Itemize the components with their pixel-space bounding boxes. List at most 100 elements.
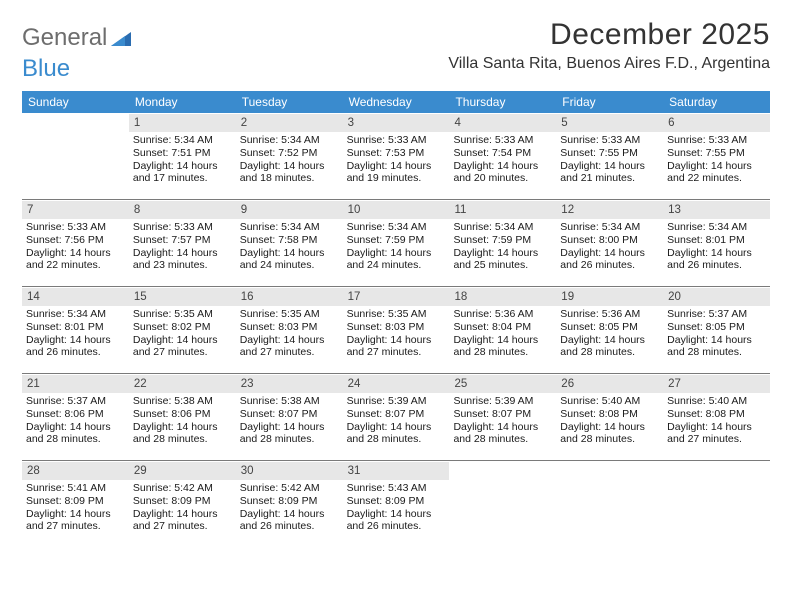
sunset-text: Sunset: 8:09 PM: [26, 495, 125, 508]
dl2-text: and 18 minutes.: [240, 172, 339, 185]
day-cell: 3Sunrise: 5:33 AMSunset: 7:53 PMDaylight…: [343, 113, 450, 199]
dl2-text: and 28 minutes.: [560, 433, 659, 446]
day-cell: 28Sunrise: 5:41 AMSunset: 8:09 PMDayligh…: [22, 461, 129, 547]
dl1-text: Daylight: 14 hours: [26, 334, 125, 347]
dl2-text: and 28 minutes.: [453, 346, 552, 359]
sunset-text: Sunset: 8:05 PM: [560, 321, 659, 334]
dow-wednesday: Wednesday: [343, 91, 450, 113]
sunrise-text: Sunrise: 5:34 AM: [560, 221, 659, 234]
dl2-text: and 26 minutes.: [560, 259, 659, 272]
dl2-text: and 28 minutes.: [240, 433, 339, 446]
sunrise-text: Sunrise: 5:33 AM: [347, 134, 446, 147]
day-number: 14: [22, 288, 129, 306]
sunrise-text: Sunrise: 5:33 AM: [133, 221, 232, 234]
sunrise-text: Sunrise: 5:42 AM: [240, 482, 339, 495]
sunrise-text: Sunrise: 5:33 AM: [453, 134, 552, 147]
sunset-text: Sunset: 7:56 PM: [26, 234, 125, 247]
dl2-text: and 24 minutes.: [347, 259, 446, 272]
dl2-text: and 26 minutes.: [240, 520, 339, 533]
day-number: 1: [129, 114, 236, 132]
sunset-text: Sunset: 8:07 PM: [240, 408, 339, 421]
day-number: 10: [343, 201, 450, 219]
sunset-text: Sunset: 8:08 PM: [560, 408, 659, 421]
dl2-text: and 28 minutes.: [26, 433, 125, 446]
dl2-text: and 20 minutes.: [453, 172, 552, 185]
sunset-text: Sunset: 7:55 PM: [560, 147, 659, 160]
dl1-text: Daylight: 14 hours: [133, 334, 232, 347]
sunrise-text: Sunrise: 5:40 AM: [667, 395, 766, 408]
sunset-text: Sunset: 7:51 PM: [133, 147, 232, 160]
location: Villa Santa Rita, Buenos Aires F.D., Arg…: [448, 55, 770, 73]
weeks-container: .1Sunrise: 5:34 AMSunset: 7:51 PMDayligh…: [22, 113, 770, 547]
sunset-text: Sunset: 8:01 PM: [26, 321, 125, 334]
dl1-text: Daylight: 14 hours: [133, 508, 232, 521]
dl1-text: Daylight: 14 hours: [560, 247, 659, 260]
dow-tuesday: Tuesday: [236, 91, 343, 113]
sunset-text: Sunset: 8:02 PM: [133, 321, 232, 334]
sunrise-text: Sunrise: 5:35 AM: [240, 308, 339, 321]
dow-sunday: Sunday: [22, 91, 129, 113]
day-cell: 27Sunrise: 5:40 AMSunset: 8:08 PMDayligh…: [663, 374, 770, 460]
dl2-text: and 27 minutes.: [133, 346, 232, 359]
day-cell: 6Sunrise: 5:33 AMSunset: 7:55 PMDaylight…: [663, 113, 770, 199]
day-cell: 2Sunrise: 5:34 AMSunset: 7:52 PMDaylight…: [236, 113, 343, 199]
dow-saturday: Saturday: [663, 91, 770, 113]
day-cell: 5Sunrise: 5:33 AMSunset: 7:55 PMDaylight…: [556, 113, 663, 199]
dl1-text: Daylight: 14 hours: [26, 421, 125, 434]
day-cell: 18Sunrise: 5:36 AMSunset: 8:04 PMDayligh…: [449, 287, 556, 373]
week-row: 28Sunrise: 5:41 AMSunset: 8:09 PMDayligh…: [22, 460, 770, 547]
dl2-text: and 27 minutes.: [133, 520, 232, 533]
day-number: 16: [236, 288, 343, 306]
day-number: 6: [663, 114, 770, 132]
dl1-text: Daylight: 14 hours: [453, 247, 552, 260]
day-cell: .: [22, 113, 129, 199]
day-number: 11: [449, 201, 556, 219]
day-cell: 21Sunrise: 5:37 AMSunset: 8:06 PMDayligh…: [22, 374, 129, 460]
dl1-text: Daylight: 14 hours: [133, 160, 232, 173]
day-number: 2: [236, 114, 343, 132]
sunrise-text: Sunrise: 5:39 AM: [347, 395, 446, 408]
day-number: 19: [556, 288, 663, 306]
dow-monday: Monday: [129, 91, 236, 113]
dl2-text: and 17 minutes.: [133, 172, 232, 185]
dl2-text: and 22 minutes.: [667, 172, 766, 185]
day-cell: 25Sunrise: 5:39 AMSunset: 8:07 PMDayligh…: [449, 374, 556, 460]
day-cell: 20Sunrise: 5:37 AMSunset: 8:05 PMDayligh…: [663, 287, 770, 373]
day-number: 13: [663, 201, 770, 219]
day-cell: .: [449, 461, 556, 547]
logo-text-2: Blue: [22, 55, 70, 83]
dl1-text: Daylight: 14 hours: [347, 508, 446, 521]
day-number: 27: [663, 375, 770, 393]
dl2-text: and 28 minutes.: [560, 346, 659, 359]
sunset-text: Sunset: 8:06 PM: [133, 408, 232, 421]
dl1-text: Daylight: 14 hours: [240, 334, 339, 347]
dl1-text: Daylight: 14 hours: [347, 160, 446, 173]
day-number: 29: [129, 462, 236, 480]
dl1-text: Daylight: 14 hours: [667, 160, 766, 173]
dl1-text: Daylight: 14 hours: [133, 421, 232, 434]
sunrise-text: Sunrise: 5:43 AM: [347, 482, 446, 495]
day-number: 25: [449, 375, 556, 393]
dl1-text: Daylight: 14 hours: [453, 421, 552, 434]
day-number: 31: [343, 462, 450, 480]
day-cell: .: [663, 461, 770, 547]
sunrise-text: Sunrise: 5:40 AM: [560, 395, 659, 408]
dl1-text: Daylight: 14 hours: [560, 421, 659, 434]
sunrise-text: Sunrise: 5:36 AM: [453, 308, 552, 321]
dl1-text: Daylight: 14 hours: [26, 247, 125, 260]
sunset-text: Sunset: 8:09 PM: [240, 495, 339, 508]
sunset-text: Sunset: 8:04 PM: [453, 321, 552, 334]
dl1-text: Daylight: 14 hours: [453, 334, 552, 347]
dl1-text: Daylight: 14 hours: [240, 247, 339, 260]
sunset-text: Sunset: 8:03 PM: [347, 321, 446, 334]
sunrise-text: Sunrise: 5:42 AM: [133, 482, 232, 495]
sunset-text: Sunset: 8:09 PM: [133, 495, 232, 508]
sunrise-text: Sunrise: 5:38 AM: [133, 395, 232, 408]
sunset-text: Sunset: 7:59 PM: [347, 234, 446, 247]
dl1-text: Daylight: 14 hours: [453, 160, 552, 173]
dl1-text: Daylight: 14 hours: [240, 508, 339, 521]
day-cell: 13Sunrise: 5:34 AMSunset: 8:01 PMDayligh…: [663, 200, 770, 286]
dl2-text: and 24 minutes.: [240, 259, 339, 272]
dl2-text: and 23 minutes.: [133, 259, 232, 272]
day-cell: 11Sunrise: 5:34 AMSunset: 7:59 PMDayligh…: [449, 200, 556, 286]
